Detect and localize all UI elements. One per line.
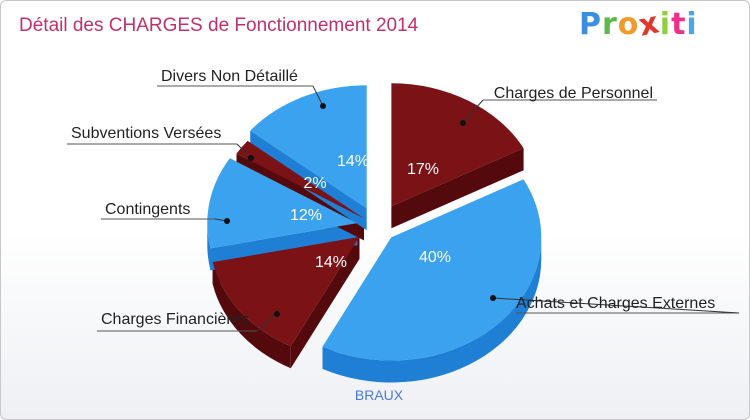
leader-line	[256, 313, 278, 332]
pie-slice[interactable]	[236, 140, 364, 219]
leader-dot	[248, 155, 254, 161]
pie-slice[interactable]	[322, 179, 542, 361]
slice-value-label: 2%	[303, 175, 326, 192]
leader-line	[462, 99, 484, 124]
proxiti-logo: Proxiti	[579, 5, 698, 43]
slice-label: Contingents	[105, 201, 190, 218]
leader-dot	[460, 120, 466, 126]
slice-value-label: 40%	[419, 249, 451, 266]
slice-label: Achats et Charges Externes	[516, 295, 715, 312]
slice-label: Subventions Versées	[71, 125, 221, 142]
pie-slice-cut	[250, 130, 367, 231]
chart-subtitle: BRAUX	[355, 387, 404, 403]
logo-letter: r	[602, 7, 618, 42]
pie-slice-side	[212, 262, 291, 369]
slice-value-label: 14%	[315, 254, 347, 271]
slice-label: Divers Non Détaillé	[161, 68, 298, 85]
slice-value-label: 14%	[337, 153, 369, 170]
logo-letter: i	[686, 7, 698, 42]
logo-letter: t	[671, 7, 687, 42]
pie-slice-cut	[391, 148, 524, 229]
slice-value-label: 12%	[290, 207, 322, 224]
logo-letter: o	[617, 7, 640, 42]
pie-slice-side	[207, 223, 211, 271]
leader-line	[312, 85, 324, 107]
pie-slice-side	[322, 237, 542, 383]
pie-slice[interactable]	[250, 85, 367, 209]
slice-label: Charges de Personnel	[494, 85, 653, 102]
leader-dot	[490, 295, 496, 301]
pie-slice[interactable]	[391, 83, 524, 207]
slice-label: Charges Financières	[101, 311, 249, 328]
leader-line	[492, 297, 740, 314]
pie-slice[interactable]	[207, 158, 358, 249]
leader-dot	[224, 218, 230, 224]
logo-letter: P	[579, 7, 602, 42]
chart-title: Détail des CHARGES de Fonctionnement 201…	[19, 15, 419, 36]
leader-dot	[274, 311, 280, 317]
leader-dot	[320, 103, 326, 109]
pie-slice-cut	[290, 236, 360, 369]
pie-slice[interactable]	[212, 236, 360, 347]
leader-line	[236, 143, 252, 159]
slice-value-label: 17%	[407, 161, 439, 178]
logo-letter: i	[659, 7, 672, 42]
